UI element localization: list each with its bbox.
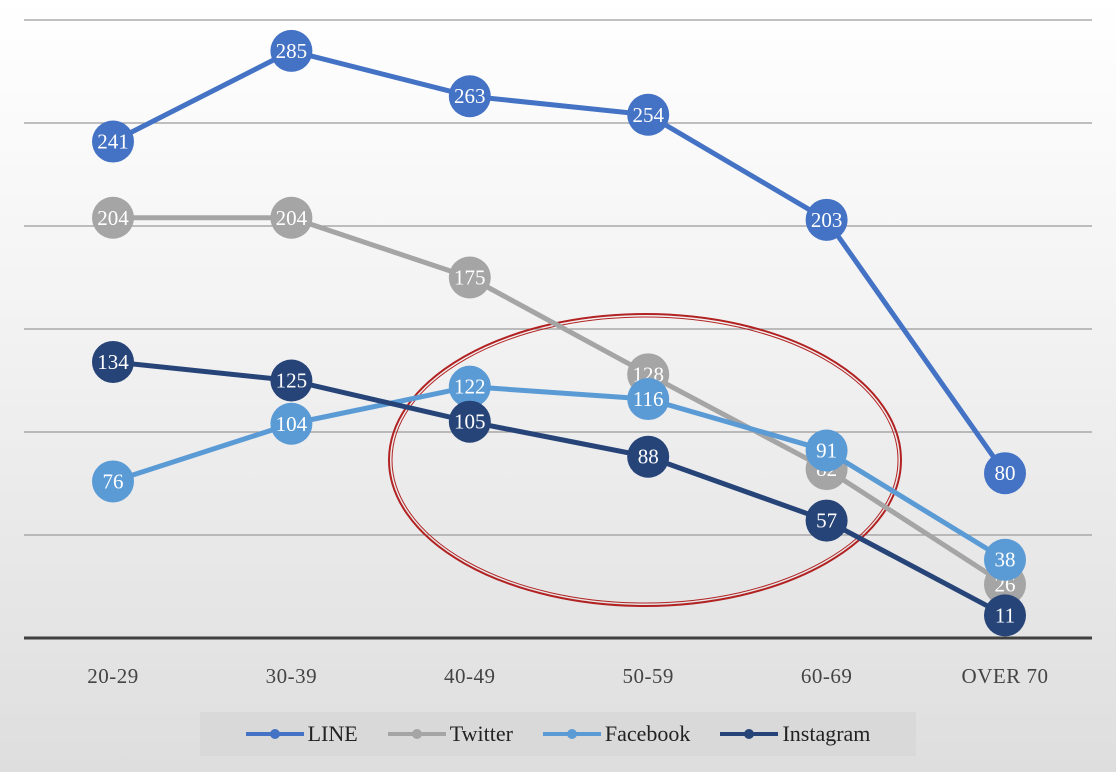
- data-point-twitter: [448, 256, 491, 299]
- data-label-instagram: 88: [638, 445, 659, 469]
- data-label-instagram: 105: [454, 410, 486, 434]
- data-label-facebook: 122: [454, 375, 486, 399]
- highlight-ellipse: [388, 313, 902, 607]
- data-point-instagram: [448, 400, 491, 443]
- data-point-line: [805, 198, 848, 241]
- x-tick-label: 50-59: [622, 664, 674, 688]
- data-label-facebook: 104: [276, 412, 308, 436]
- series-line-twitter: [113, 215, 1007, 587]
- data-label-instagram: 11: [995, 603, 1015, 627]
- chart-plot: 20-29 30-39 40-49 50-59 60-69 OVER 70 204 204 17…: [24, 19, 1092, 688]
- data-point-facebook: [448, 365, 491, 408]
- legend-label-twitter: Twitter: [449, 721, 513, 746]
- legend-item-line: LINE: [245, 721, 358, 747]
- data-label-line: 80: [995, 461, 1016, 485]
- data-label-line: 241: [97, 130, 129, 154]
- x-tick-label: 40-49: [444, 664, 496, 688]
- data-point-instagram: [270, 359, 313, 402]
- x-tick-label: OVER 70: [962, 664, 1049, 688]
- x-tick-label: 20-29: [87, 664, 139, 688]
- data-point-facebook: [270, 402, 313, 445]
- legend-item-twitter: Twitter: [387, 721, 513, 747]
- data-label-facebook: 76: [103, 469, 124, 493]
- chart-legend: LINE Twitter Facebook Instagram: [200, 712, 916, 756]
- data-point-line: [627, 93, 670, 136]
- data-label-facebook: 116: [633, 387, 664, 411]
- data-label-twitter: 204: [276, 206, 308, 230]
- legend-label-facebook: Facebook: [604, 721, 691, 746]
- data-point-line: [92, 120, 134, 163]
- data-label-instagram: 134: [97, 350, 129, 374]
- data-point-instagram: [805, 499, 848, 542]
- series-line-line: [111, 48, 1008, 475]
- legend-label-line: LINE: [307, 721, 358, 746]
- data-point-twitter: [270, 196, 313, 239]
- x-tick-label: 60-69: [801, 664, 853, 688]
- data-point-instagram: [92, 340, 134, 383]
- legend-swatch-facebook: [542, 729, 601, 739]
- x-tick-label: 30-39: [266, 664, 318, 688]
- legend-swatch-instagram: [720, 729, 779, 739]
- data-point-instagram: [984, 594, 1026, 637]
- highlight-ellipse-inner: [391, 316, 899, 604]
- data-label-instagram: 125: [276, 369, 308, 393]
- series-line-facebook: [112, 384, 1007, 562]
- data-point-line: [270, 29, 313, 72]
- data-label-facebook: 91: [816, 439, 837, 463]
- data-point-twitter: [92, 196, 134, 239]
- data-point-facebook: [92, 460, 134, 503]
- data-label-line: 254: [632, 103, 664, 127]
- series-line-instagram: [112, 359, 1007, 618]
- data-point-line: [984, 452, 1026, 495]
- legend-item-instagram: Instagram: [720, 721, 870, 747]
- data-point-instagram: [627, 435, 670, 478]
- data-label-line: 285: [276, 39, 308, 63]
- legend-swatch-twitter: [387, 729, 446, 739]
- data-point-facebook: [627, 378, 670, 421]
- data-point-line: [448, 75, 491, 118]
- legend-swatch-line: [245, 729, 304, 739]
- data-label-line: 263: [454, 84, 486, 108]
- data-point-facebook: [984, 538, 1026, 581]
- data-label-facebook: 38: [995, 548, 1016, 572]
- data-label-line: 203: [811, 208, 843, 232]
- data-label-twitter: 204: [97, 206, 129, 230]
- data-label-twitter: 175: [454, 266, 486, 290]
- data-label-instagram: 57: [816, 509, 837, 533]
- legend-label-instagram: Instagram: [782, 721, 871, 746]
- data-point-facebook: [805, 429, 848, 472]
- legend-item-facebook: Facebook: [542, 721, 691, 747]
